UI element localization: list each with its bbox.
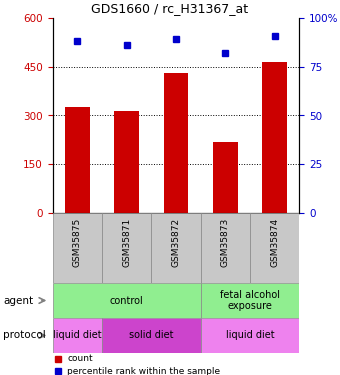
- Text: GSM35871: GSM35871: [122, 218, 131, 267]
- Text: fetal alcohol
exposure: fetal alcohol exposure: [220, 290, 280, 311]
- Text: agent: agent: [3, 296, 34, 306]
- Bar: [65, 107, 90, 213]
- Bar: [250, 213, 299, 283]
- Bar: [213, 141, 238, 213]
- Text: GSM35873: GSM35873: [221, 218, 230, 267]
- Bar: [201, 213, 250, 283]
- Bar: [53, 318, 102, 353]
- Text: GSM35874: GSM35874: [270, 218, 279, 267]
- Text: GDS1660 / rc_H31367_at: GDS1660 / rc_H31367_at: [91, 2, 249, 15]
- Text: GSM35875: GSM35875: [73, 218, 82, 267]
- Bar: [201, 318, 299, 353]
- Text: protocol: protocol: [3, 330, 46, 340]
- Text: GSM35872: GSM35872: [171, 218, 181, 267]
- Bar: [151, 213, 201, 283]
- Bar: [53, 283, 201, 318]
- Text: percentile rank within the sample: percentile rank within the sample: [68, 366, 221, 375]
- Text: liquid diet: liquid diet: [225, 330, 274, 340]
- Bar: [102, 318, 201, 353]
- Text: count: count: [68, 354, 93, 363]
- Text: liquid diet: liquid diet: [53, 330, 102, 340]
- Bar: [201, 283, 299, 318]
- Text: solid diet: solid diet: [129, 330, 173, 340]
- Bar: [53, 213, 102, 283]
- Bar: [262, 62, 287, 213]
- Bar: [102, 213, 151, 283]
- Bar: [164, 73, 188, 213]
- Text: control: control: [110, 296, 143, 306]
- Bar: [114, 111, 139, 213]
